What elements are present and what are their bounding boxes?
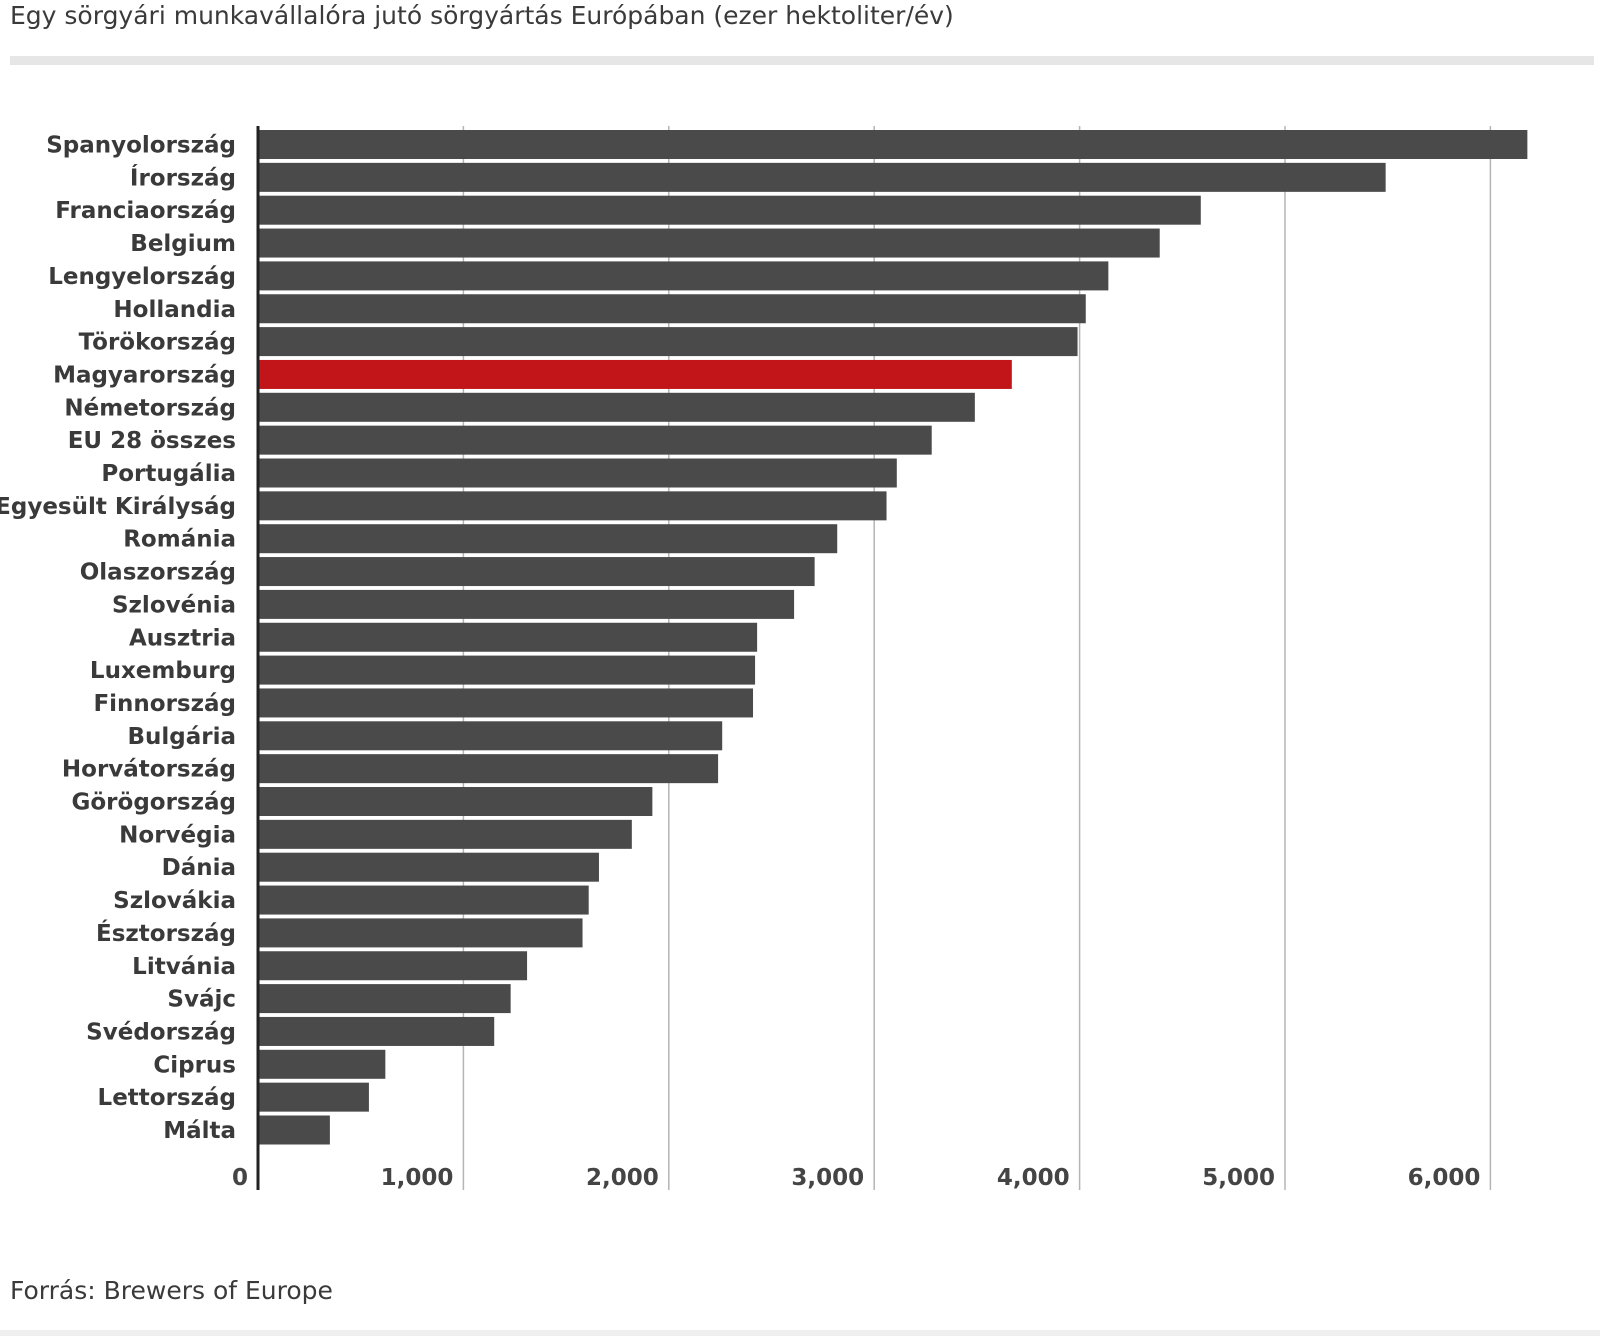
category-label: Dánia xyxy=(162,855,236,881)
category-label: Svédország xyxy=(86,1019,236,1045)
category-label: Finnország xyxy=(93,691,236,717)
tick-label: 1,000 xyxy=(381,1165,454,1191)
bar-18 xyxy=(258,721,723,751)
category-label: Norvégia xyxy=(119,822,236,848)
category-label: Ciprus xyxy=(153,1052,236,1078)
category-label: Litvánia xyxy=(132,954,236,980)
tick-label: 3,000 xyxy=(791,1165,864,1191)
category-label: Spanyolország xyxy=(46,133,236,159)
bar-24 xyxy=(258,918,583,948)
bar-26 xyxy=(258,984,511,1014)
bar-19 xyxy=(258,754,719,784)
category-label: Írország xyxy=(130,163,236,191)
category-label: Görögország xyxy=(72,790,237,816)
bar-14 xyxy=(258,589,795,619)
category-labels: Spanyolország Írország Franciaország Belgiu… xyxy=(0,133,236,1145)
bar-15 xyxy=(258,622,758,652)
bar-22 xyxy=(258,852,599,882)
category-label: Málta xyxy=(163,1118,236,1144)
category-label: Lettország xyxy=(98,1085,236,1111)
bar-16 xyxy=(258,655,756,685)
category-label: Franciaország xyxy=(55,198,236,224)
category-label: EU 28 összes xyxy=(68,428,236,454)
bar-30 xyxy=(258,1115,330,1145)
category-label: Luxemburg xyxy=(90,658,236,684)
bar-4 xyxy=(258,261,1109,291)
tick-label: 5,000 xyxy=(1202,1165,1275,1191)
tick-label: 6,000 xyxy=(1408,1165,1481,1191)
bar-17 xyxy=(258,688,754,718)
bar-25 xyxy=(258,951,528,981)
bar-12 xyxy=(258,524,838,554)
bar-10 xyxy=(258,458,897,488)
bar-3 xyxy=(258,228,1160,258)
bar-11 xyxy=(258,491,887,521)
category-label: Törökország xyxy=(79,330,236,356)
bar-1 xyxy=(258,162,1386,192)
category-label: Magyarország xyxy=(53,362,236,388)
category-label: Egyesült Királyság xyxy=(0,494,236,520)
tick-label: 0 xyxy=(232,1165,248,1191)
bars xyxy=(258,130,1528,1145)
bar-29 xyxy=(258,1082,369,1112)
category-label: Olaszország xyxy=(80,560,236,586)
bar-21 xyxy=(258,819,632,849)
chart-title: Egy sörgyári munkavállalóra jutó sörgyár… xyxy=(10,1,954,30)
x-axis-ticks: 0 1,000 2,000 3,000 4,000 5,000 6,000 xyxy=(232,1165,1480,1191)
bar-5 xyxy=(258,294,1086,324)
category-label: Bulgária xyxy=(127,724,236,750)
tick-label: 4,000 xyxy=(997,1165,1070,1191)
category-label: Szlovákia xyxy=(113,888,236,914)
category-label: Svájc xyxy=(167,987,236,1013)
category-label: Szlovénia xyxy=(112,592,236,618)
bar-20 xyxy=(258,787,653,816)
category-label: Portugália xyxy=(101,461,236,487)
footer-divider xyxy=(0,1330,1600,1336)
bar-6 xyxy=(258,327,1078,357)
bar-7 xyxy=(258,359,1012,389)
category-label: Horvátország xyxy=(62,757,236,783)
bar-9 xyxy=(258,425,932,455)
tick-label: 2,000 xyxy=(586,1165,659,1191)
bar-28 xyxy=(258,1049,386,1079)
source-note: Forrás: Brewers of Europe xyxy=(10,1276,333,1305)
bar-27 xyxy=(258,1016,495,1046)
category-label: Románia xyxy=(123,527,236,553)
category-label: Észtország xyxy=(96,919,236,947)
title-divider xyxy=(10,56,1594,65)
bar-13 xyxy=(258,557,815,587)
category-label: Lengyelország xyxy=(48,264,236,290)
category-label: Németország xyxy=(64,395,236,421)
bar-23 xyxy=(258,885,589,915)
category-label: Hollandia xyxy=(113,297,236,323)
category-label: Belgium xyxy=(130,231,236,257)
bar-2 xyxy=(258,195,1201,225)
category-label: Ausztria xyxy=(129,625,236,651)
bar-8 xyxy=(258,392,975,422)
bar-0 xyxy=(258,130,1528,159)
